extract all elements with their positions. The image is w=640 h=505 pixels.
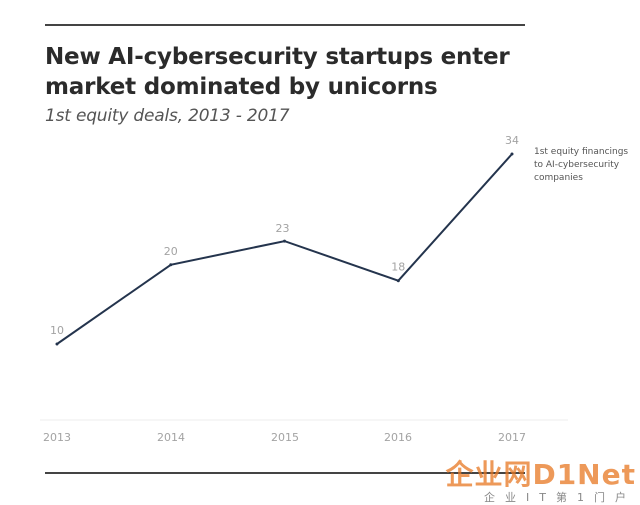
chart-title: New AI-cybersecurity startups enter mark… bbox=[45, 44, 510, 100]
data-point bbox=[510, 152, 514, 156]
series-line bbox=[56, 153, 513, 345]
series-name-line: to AI-cybersecurity bbox=[534, 160, 620, 170]
data-label: 18 bbox=[391, 261, 405, 274]
x-tick-label: 2014 bbox=[157, 431, 185, 444]
x-tick-label: 2017 bbox=[498, 431, 526, 444]
data-point bbox=[169, 263, 173, 267]
chart-subtitle: 1st equity deals, 2013 - 2017 bbox=[45, 106, 290, 126]
data-point bbox=[396, 279, 400, 283]
watermark-logo: 企业网D1Net 企业IT第1门户 bbox=[445, 453, 636, 505]
series-name-label: 1st equity financings to AI-cybersecurity… bbox=[534, 147, 628, 183]
data-point bbox=[283, 239, 286, 243]
series-name-line: 1st equity financings bbox=[534, 147, 628, 157]
top-rule bbox=[45, 24, 525, 26]
data-label: 20 bbox=[164, 245, 178, 258]
series-name-line: companies bbox=[534, 173, 583, 183]
watermark-main-text: 企业网D1Net bbox=[445, 458, 636, 491]
x-tick-label: 2013 bbox=[43, 431, 71, 444]
x-tick-label: 2015 bbox=[271, 431, 299, 444]
data-label: 34 bbox=[505, 134, 519, 147]
x-tick-label: 2016 bbox=[384, 431, 412, 444]
data-label: 10 bbox=[50, 324, 64, 337]
bottom-rule bbox=[45, 472, 525, 474]
data-point bbox=[55, 342, 59, 346]
data-label: 23 bbox=[276, 222, 290, 235]
